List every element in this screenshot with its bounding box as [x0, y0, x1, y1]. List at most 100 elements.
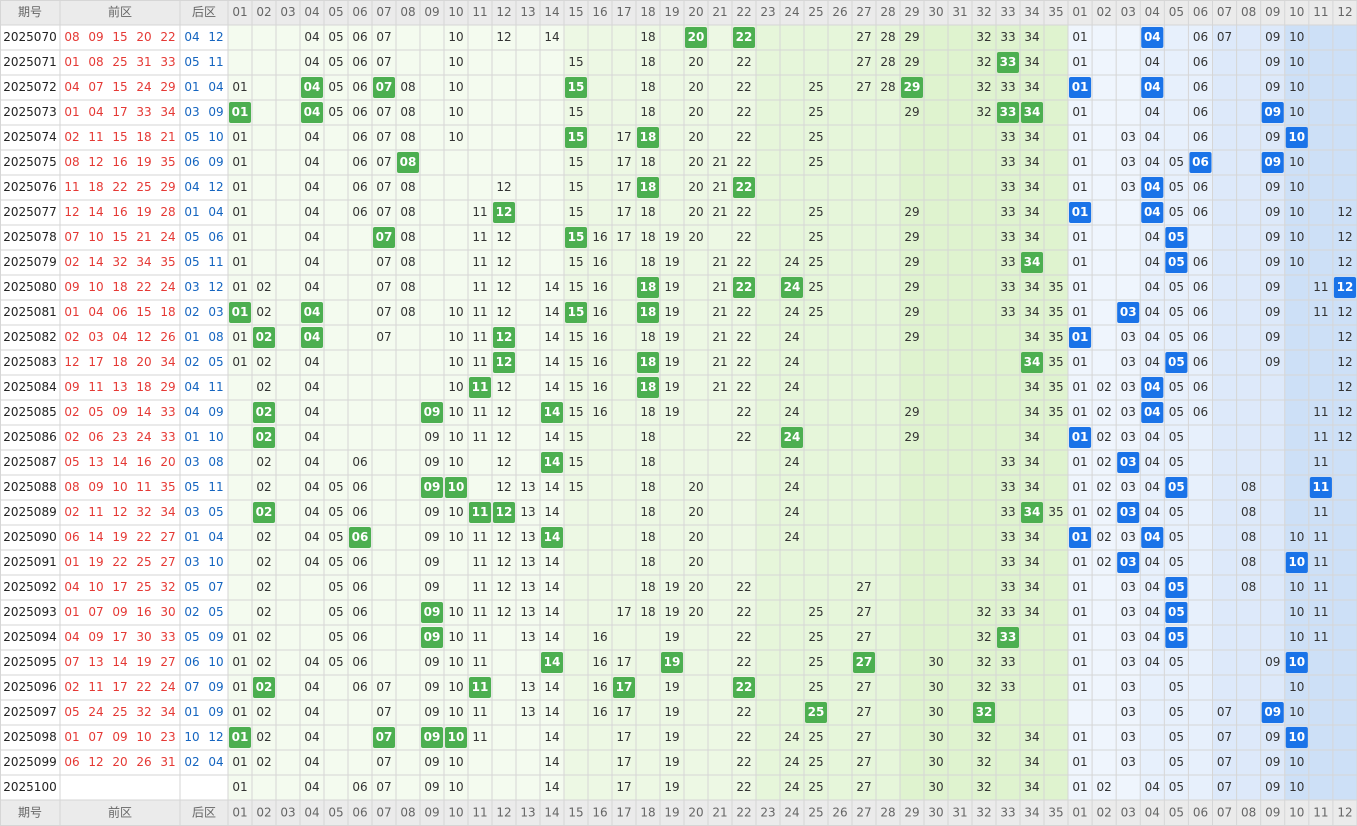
issue: 2025071: [3, 55, 56, 69]
back-cell: 12: [1337, 355, 1352, 369]
front-hit: 15: [568, 305, 585, 319]
front-cell: 34: [1024, 580, 1039, 594]
front-cell: 22: [736, 105, 751, 119]
front-cell: 04: [304, 555, 319, 569]
front-cell: 10: [448, 505, 463, 519]
back-cell: 01: [1072, 480, 1087, 494]
front-cell: 27: [856, 580, 871, 594]
front-cell: 19: [664, 730, 679, 744]
issue: 2025093: [3, 605, 56, 619]
column-bg: [924, 25, 948, 800]
back-number: 03: [184, 455, 199, 469]
front-cell: 34: [1024, 30, 1039, 44]
front-number: 24: [136, 430, 151, 444]
front-number: 20: [136, 30, 151, 44]
front-hit-box: [301, 327, 323, 348]
front-cell: 10: [448, 130, 463, 144]
back-cell: 11: [1313, 630, 1328, 644]
front-cell: 08: [400, 280, 415, 294]
front-hit-box: [493, 202, 515, 223]
front-cell: 02: [256, 280, 271, 294]
back-cell: 05: [1169, 305, 1184, 319]
front-cell: 25: [808, 630, 823, 644]
front-cell: 33: [1000, 205, 1015, 219]
front-number: 24: [136, 80, 151, 94]
front-cell: 25: [808, 655, 823, 669]
front-cell: 34: [1024, 780, 1039, 794]
issue: 2025073: [3, 105, 56, 119]
front-hit-box: [469, 677, 491, 698]
front-cell: 04: [304, 455, 319, 469]
front-cell: 09: [424, 505, 439, 519]
front-number: 09: [88, 30, 103, 44]
front-cell: 12: [496, 30, 511, 44]
front-cell: 22: [736, 705, 751, 719]
column-bg: [1092, 25, 1117, 800]
front-number: 11: [64, 180, 79, 194]
front-cell: 17: [616, 605, 631, 619]
front-cell: 20: [688, 55, 703, 69]
front-cell: 11: [472, 355, 487, 369]
front-hit: 19: [664, 655, 681, 669]
front-column-label: 09: [424, 806, 439, 820]
back-column-label: 12: [1337, 806, 1352, 820]
back-column-label: 05: [1169, 806, 1184, 820]
front-cell: 14: [544, 380, 559, 394]
front-hit: 04: [304, 80, 321, 94]
back-hit: 05: [1168, 630, 1185, 644]
back-number: 05: [184, 480, 199, 494]
back-cell: 05: [1169, 330, 1184, 344]
back-hit: 04: [1144, 205, 1161, 219]
back-number: 11: [208, 480, 223, 494]
front-cell: 08: [400, 130, 415, 144]
front-cell: 09: [424, 455, 439, 469]
front-cell: 01: [232, 680, 247, 694]
front-number: 05: [88, 405, 103, 419]
back-cell: 06: [1193, 105, 1208, 119]
issue: 2025083: [3, 355, 56, 369]
front-hit: 07: [376, 230, 393, 244]
back-number: 04: [184, 30, 199, 44]
front-hit-box: [637, 377, 659, 398]
back-cell: 03: [1121, 180, 1136, 194]
front-cell: 35: [1048, 305, 1063, 319]
front-cell: 04: [304, 55, 319, 69]
front-number: 04: [64, 580, 79, 594]
front-number: 17: [88, 355, 103, 369]
front-cell: 11: [472, 580, 487, 594]
front-cell: 16: [592, 280, 607, 294]
back-cell: 10: [1289, 680, 1304, 694]
front-number: 07: [88, 80, 103, 94]
back-cell: 04: [1145, 130, 1160, 144]
back-number: 05: [208, 355, 223, 369]
back-cell: 04: [1145, 280, 1160, 294]
front-hit-box: [637, 302, 659, 323]
column-bg: [1212, 25, 1237, 800]
front-cell: 34: [1024, 55, 1039, 69]
back-hit: 01: [1072, 80, 1089, 94]
issue: 2025082: [3, 330, 56, 344]
front-cell: 15: [568, 105, 583, 119]
front-column-label: 13: [520, 806, 535, 820]
front-cell: 13: [520, 530, 535, 544]
front-number: 10: [88, 230, 103, 244]
front-cell: 11: [472, 705, 487, 719]
front-number: 23: [160, 730, 175, 744]
front-hit-box: [253, 677, 275, 698]
front-cell: 18: [640, 330, 655, 344]
front-cell: 14: [544, 580, 559, 594]
front-hit-box: [229, 302, 251, 323]
front-number: 12: [88, 155, 103, 169]
front-number: 09: [64, 380, 79, 394]
back-number: 04: [184, 405, 199, 419]
front-cell: 29: [904, 330, 919, 344]
front-cell: 09: [424, 680, 439, 694]
front-number: 24: [160, 230, 175, 244]
back-number: 03: [184, 280, 199, 294]
issue: 2025081: [3, 305, 56, 319]
front-number: 25: [112, 705, 127, 719]
front-cell: 22: [736, 130, 751, 144]
front-number: 34: [160, 505, 175, 519]
front-number: 17: [112, 105, 127, 119]
